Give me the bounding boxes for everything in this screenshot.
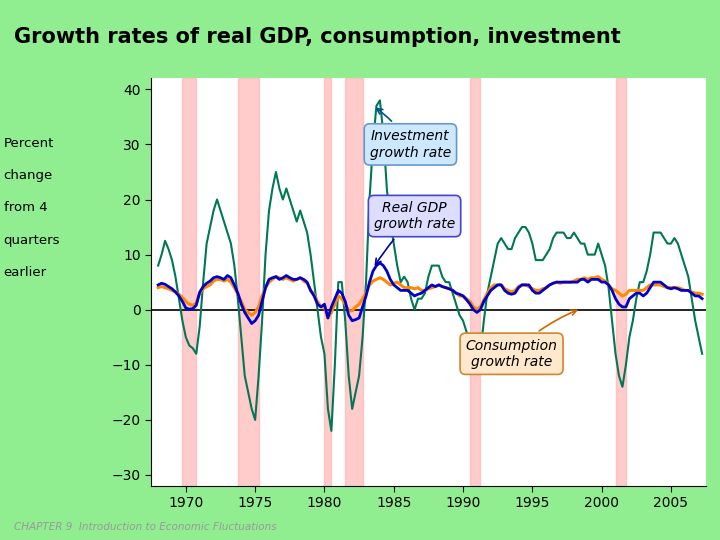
Bar	[238, 78, 258, 486]
Text: quarters: quarters	[4, 234, 60, 247]
Bar	[346, 78, 363, 486]
Bar	[325, 78, 331, 486]
Text: earlier: earlier	[4, 266, 47, 279]
Text: Consumption
growth rate: Consumption growth rate	[466, 310, 577, 369]
Text: Growth rates of real GDP, consumption, investment: Growth rates of real GDP, consumption, i…	[14, 27, 621, 47]
Text: change: change	[4, 169, 53, 182]
Text: Percent: Percent	[4, 137, 54, 150]
Text: Real GDP
growth rate: Real GDP growth rate	[374, 201, 455, 265]
Text: from 4: from 4	[4, 201, 48, 214]
Bar	[182, 78, 197, 486]
Text: Investment
growth rate: Investment growth rate	[370, 109, 451, 159]
Bar	[616, 78, 626, 486]
Bar	[470, 78, 480, 486]
Bar	[709, 78, 720, 486]
Text: CHAPTER 9  Introduction to Economic Fluctuations: CHAPTER 9 Introduction to Economic Fluct…	[14, 522, 277, 532]
